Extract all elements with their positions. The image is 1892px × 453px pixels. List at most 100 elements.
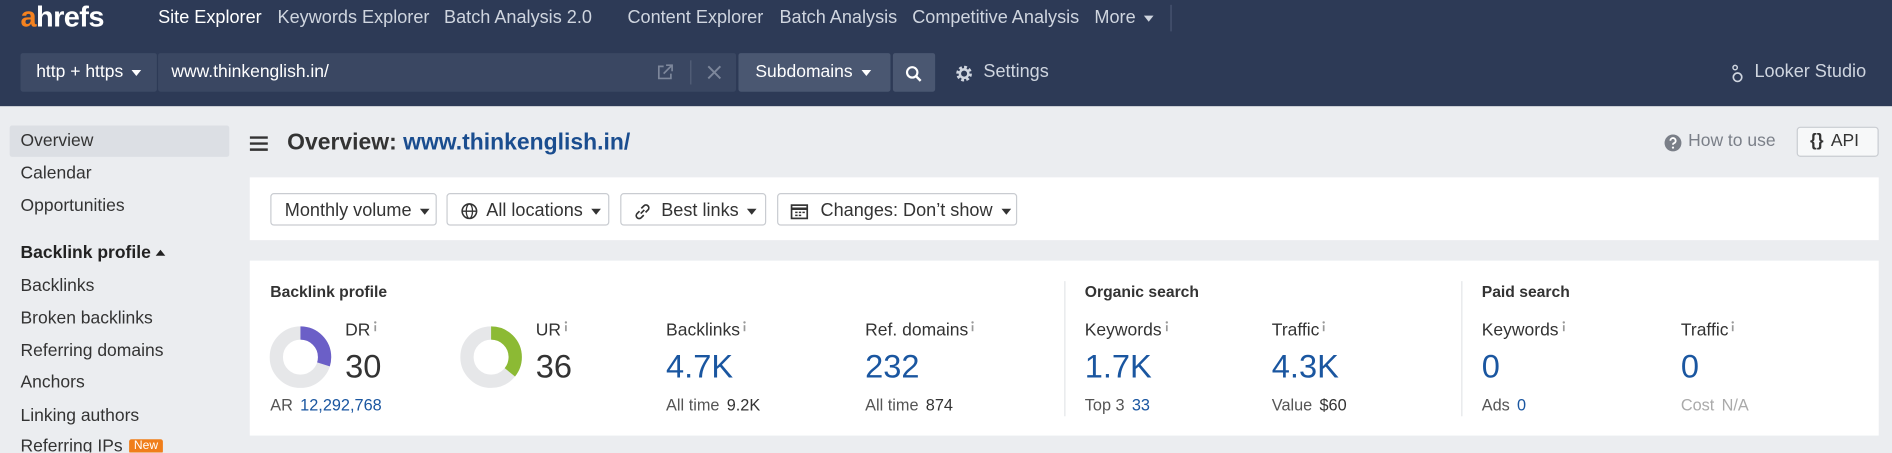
nav-item[interactable]: Batch Analysis bbox=[779, 7, 898, 28]
filter-button[interactable]: Monthly volume bbox=[270, 193, 437, 226]
sidebar-item[interactable]: Calendar bbox=[20, 164, 92, 184]
sub-value[interactable]: 33 bbox=[1131, 395, 1150, 414]
braces-icon: {} bbox=[1809, 131, 1824, 151]
separator bbox=[690, 60, 692, 85]
sidebar-item[interactable]: Backlinks bbox=[20, 276, 95, 296]
how-to-use[interactable]: How to use bbox=[1688, 131, 1776, 151]
metric-value[interactable]: 232 bbox=[865, 348, 920, 385]
metric-value[interactable]: 4.3K bbox=[1271, 348, 1339, 385]
nav-item[interactable]: Content Explorer bbox=[627, 7, 764, 28]
nav-item[interactable]: Site Explorer bbox=[158, 7, 262, 28]
caret bbox=[1001, 208, 1011, 215]
logo[interactable]: ahrefs bbox=[20, 1, 105, 34]
sub-value: N/A bbox=[1721, 395, 1749, 414]
metric-label: UR bbox=[535, 320, 562, 341]
metrics-panel bbox=[249, 260, 1879, 436]
metric-value[interactable]: 0 bbox=[1481, 348, 1500, 385]
metric-value[interactable]: 4.7K bbox=[666, 348, 734, 385]
sidebar-item[interactable]: Broken backlinks bbox=[20, 308, 153, 329]
sidebar-item[interactable]: Referring domains bbox=[20, 341, 164, 361]
filter-label: Monthly volume bbox=[285, 202, 430, 220]
url-input[interactable] bbox=[158, 53, 737, 92]
sidebar-section[interactable]: Backlink profile bbox=[21, 245, 166, 262]
new-badge: New bbox=[129, 439, 163, 453]
page-title: Overview: www.thinkenglish.in/ bbox=[287, 132, 630, 155]
info-icon[interactable] bbox=[563, 321, 568, 332]
help-icon bbox=[1664, 134, 1682, 152]
donut-arc bbox=[460, 326, 522, 388]
external-icon[interactable] bbox=[656, 64, 673, 81]
metric-label: DR bbox=[345, 320, 371, 341]
menu-icon[interactable] bbox=[249, 135, 268, 152]
sidebar-item[interactable]: Linking authors bbox=[20, 406, 140, 426]
metric-label: Traffic bbox=[1271, 320, 1320, 341]
filter-label: Best links bbox=[661, 202, 757, 220]
sub-label: Top 3 bbox=[1084, 395, 1125, 414]
mode-label: Subdomains bbox=[755, 64, 871, 81]
caret bbox=[419, 208, 430, 215]
api-button[interactable] bbox=[1796, 126, 1879, 157]
donut-arc bbox=[269, 326, 332, 388]
title-domain[interactable]: www.thinkenglish.in/ bbox=[403, 130, 631, 156]
caret bbox=[747, 208, 757, 215]
protocol-label: http + https bbox=[36, 62, 142, 83]
metric-label: Backlinks bbox=[666, 320, 740, 341]
globe-icon bbox=[461, 203, 478, 220]
nav-item[interactable]: Batch Analysis 2.0 bbox=[444, 7, 592, 28]
filter-text: Best links bbox=[661, 200, 739, 221]
sidebar-item[interactable]: Referring IPs bbox=[20, 436, 123, 453]
info-icon[interactable] bbox=[1561, 321, 1566, 332]
api-label: {} API bbox=[1809, 131, 1859, 151]
sub-label: All time bbox=[865, 395, 919, 414]
divider bbox=[1064, 281, 1066, 417]
sidebar-item[interactable]: Overview bbox=[20, 131, 94, 151]
sub-label: Value bbox=[1271, 395, 1313, 414]
metric-value: 36 bbox=[535, 348, 572, 385]
metric-value[interactable]: 1.7K bbox=[1084, 348, 1152, 385]
search-button[interactable] bbox=[892, 53, 936, 92]
sidebar-item[interactable]: Opportunities bbox=[20, 196, 125, 216]
settings[interactable]: Settings bbox=[983, 61, 1049, 83]
metric-value[interactable]: 0 bbox=[1680, 348, 1699, 385]
info-icon[interactable] bbox=[373, 321, 378, 332]
protocol-text: http + https bbox=[36, 62, 124, 83]
nav-item[interactable]: Competitive Analysis bbox=[912, 7, 1080, 28]
sub-value: 9.2K bbox=[726, 395, 761, 414]
sidebar-section-label: Backlink profile bbox=[20, 243, 151, 264]
looker-studio[interactable]: Looker Studio bbox=[1754, 61, 1867, 83]
metric-label: Keywords bbox=[1084, 320, 1162, 341]
filter-button[interactable]: Changes: Don’t show bbox=[777, 193, 1018, 226]
sub-value[interactable]: 12,292,768 bbox=[300, 395, 382, 414]
info-icon[interactable] bbox=[742, 321, 747, 332]
nav-more[interactable]: More bbox=[1094, 7, 1154, 28]
filter-button[interactable]: All locations bbox=[446, 193, 610, 226]
caret bbox=[1144, 15, 1154, 22]
sidebar-item[interactable]: Anchors bbox=[20, 372, 85, 393]
caret bbox=[591, 208, 601, 215]
nav-item[interactable]: Keywords Explorer bbox=[277, 7, 430, 28]
info-icon[interactable] bbox=[971, 321, 976, 332]
section-title: Paid search bbox=[1481, 282, 1570, 301]
metric-label: Keywords bbox=[1481, 320, 1559, 341]
info-icon[interactable] bbox=[1731, 321, 1736, 332]
sub-label: Cost bbox=[1680, 395, 1715, 414]
sub-label: Ads bbox=[1481, 395, 1510, 414]
filter-text: All locations bbox=[486, 200, 583, 221]
info-icon[interactable] bbox=[1322, 321, 1327, 332]
section-title: Organic search bbox=[1084, 282, 1199, 301]
search-icon bbox=[905, 66, 922, 82]
info-icon[interactable] bbox=[1164, 321, 1169, 332]
filter-label: Changes: Don’t show bbox=[821, 202, 1011, 220]
filter-button[interactable]: Best links bbox=[620, 193, 767, 226]
sub-value[interactable]: 0 bbox=[1517, 395, 1527, 414]
gear-icon[interactable] bbox=[954, 64, 973, 83]
metric-value: 30 bbox=[345, 348, 382, 385]
clear-icon[interactable] bbox=[707, 65, 722, 80]
sub-value: 874 bbox=[925, 395, 953, 414]
title-prefix: Overview: bbox=[287, 130, 397, 156]
nav-more-label: More bbox=[1094, 7, 1136, 28]
metric-label: Traffic bbox=[1680, 320, 1729, 341]
metric-label: Ref. domains bbox=[865, 320, 969, 341]
separator bbox=[1170, 4, 1172, 32]
